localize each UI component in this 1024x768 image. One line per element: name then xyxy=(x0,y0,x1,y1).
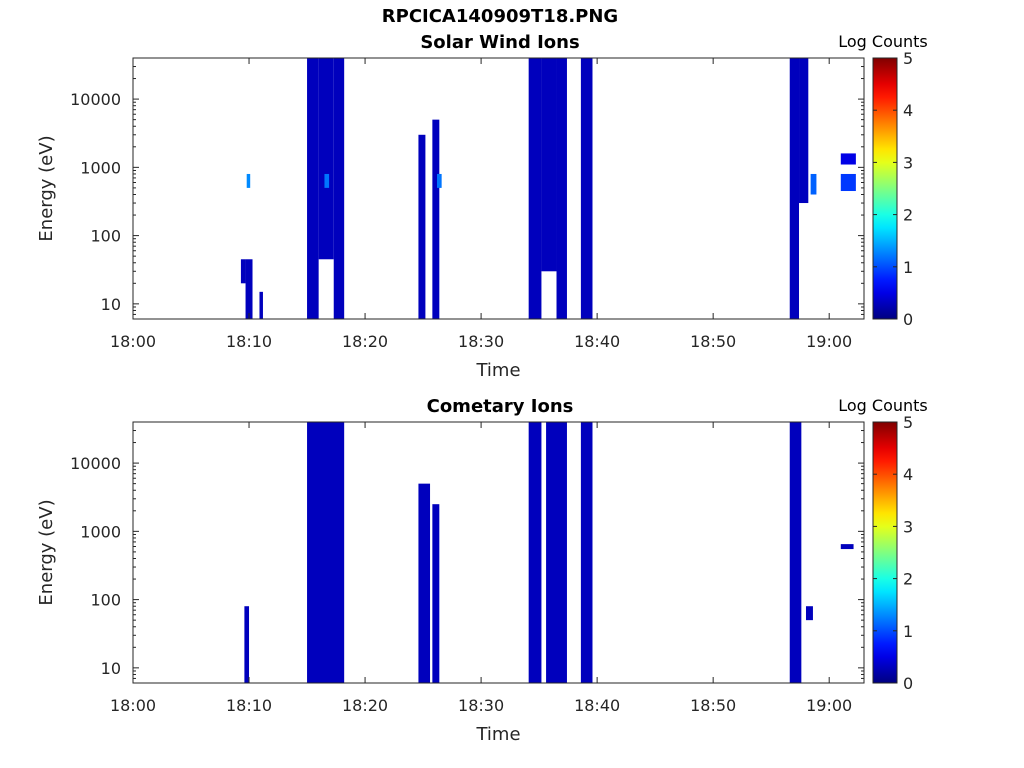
plot-area xyxy=(133,422,864,683)
data-cell xyxy=(307,58,319,319)
colorbar-tick-label: 1 xyxy=(903,258,913,277)
x-tick-label: 19:00 xyxy=(806,696,852,715)
colorbar-label: Log Counts xyxy=(838,32,928,51)
y-tick-label: 1000 xyxy=(80,522,121,541)
figure-title: RPCICA140909T18.PNG xyxy=(381,6,619,27)
data-cell xyxy=(432,504,440,683)
data-cell xyxy=(437,173,442,188)
data-cell xyxy=(318,58,334,260)
x-tick-label: 18:20 xyxy=(342,332,388,351)
colorbar-tick-label: 0 xyxy=(903,310,913,329)
data-cell xyxy=(541,58,557,272)
panel-title: Cometary Ions xyxy=(427,396,574,417)
y-tick-label: 10 xyxy=(101,295,121,314)
x-tick-label: 18:10 xyxy=(226,332,272,351)
y-tick-label: 10000 xyxy=(70,454,121,473)
data-cell xyxy=(528,422,542,683)
colorbar-tick-label: 4 xyxy=(903,101,913,120)
x-tick-label: 18:30 xyxy=(458,332,504,351)
x-tick-label: 18:40 xyxy=(574,332,620,351)
data-cell xyxy=(259,291,263,319)
data-cell xyxy=(810,173,817,195)
data-cell xyxy=(246,173,251,188)
colorbar-tick-label: 4 xyxy=(903,465,913,484)
colorbar-tick-label: 5 xyxy=(903,413,913,432)
data-cell xyxy=(546,422,567,683)
y-axis-label: Energy (eV) xyxy=(36,499,57,605)
data-cell xyxy=(580,58,593,319)
data-cell xyxy=(528,58,542,319)
colorbar-label: Log Counts xyxy=(838,396,928,415)
colorbar-tick-label: 2 xyxy=(903,570,913,589)
panel-title: Solar Wind Ions xyxy=(420,32,579,53)
data-cell xyxy=(307,422,345,683)
x-axis-label: Time xyxy=(475,360,520,381)
data-cell xyxy=(418,483,431,683)
plot-area xyxy=(133,58,864,319)
x-axis-label: Time xyxy=(475,724,520,745)
x-tick-label: 18:30 xyxy=(458,696,504,715)
colorbar-tick-label: 3 xyxy=(903,153,913,172)
data-cell xyxy=(805,606,813,621)
colorbar-tick-label: 0 xyxy=(903,674,913,693)
data-cell xyxy=(580,422,593,683)
x-tick-label: 18:00 xyxy=(110,332,156,351)
axes-box xyxy=(132,57,865,320)
data-cell xyxy=(789,422,802,683)
colorbar xyxy=(872,421,898,684)
axes-box xyxy=(132,421,865,684)
data-cell xyxy=(418,134,426,319)
data-cell xyxy=(799,58,809,204)
y-axis-label: Energy (eV) xyxy=(36,135,57,241)
colorbar xyxy=(872,57,898,320)
x-tick-label: 18:20 xyxy=(342,696,388,715)
x-tick-label: 18:00 xyxy=(110,696,156,715)
colorbar-tick-label: 5 xyxy=(903,49,913,68)
y-tick-label: 100 xyxy=(90,591,121,610)
y-tick-label: 10 xyxy=(101,659,121,678)
x-tick-label: 18:50 xyxy=(690,696,736,715)
data-cell xyxy=(240,259,246,284)
data-cell xyxy=(840,544,854,550)
colorbar-tick-label: 2 xyxy=(903,206,913,225)
x-tick-label: 18:40 xyxy=(574,696,620,715)
data-cell xyxy=(432,119,440,319)
colorbar-tick-label: 3 xyxy=(903,517,913,536)
y-tick-label: 1000 xyxy=(80,158,121,177)
colorbar-tick-label: 1 xyxy=(903,622,913,641)
data-cell xyxy=(245,259,253,319)
x-tick-label: 18:10 xyxy=(226,696,272,715)
data-cell xyxy=(789,58,800,319)
y-tick-label: 100 xyxy=(90,227,121,246)
data-cell xyxy=(244,606,250,683)
data-cell xyxy=(333,58,345,319)
data-cell xyxy=(840,173,856,192)
y-tick-label: 10000 xyxy=(70,90,121,109)
data-cell xyxy=(556,58,567,319)
x-tick-label: 19:00 xyxy=(806,332,852,351)
data-cell xyxy=(840,153,856,165)
x-tick-label: 18:50 xyxy=(690,332,736,351)
data-cell xyxy=(324,173,330,188)
